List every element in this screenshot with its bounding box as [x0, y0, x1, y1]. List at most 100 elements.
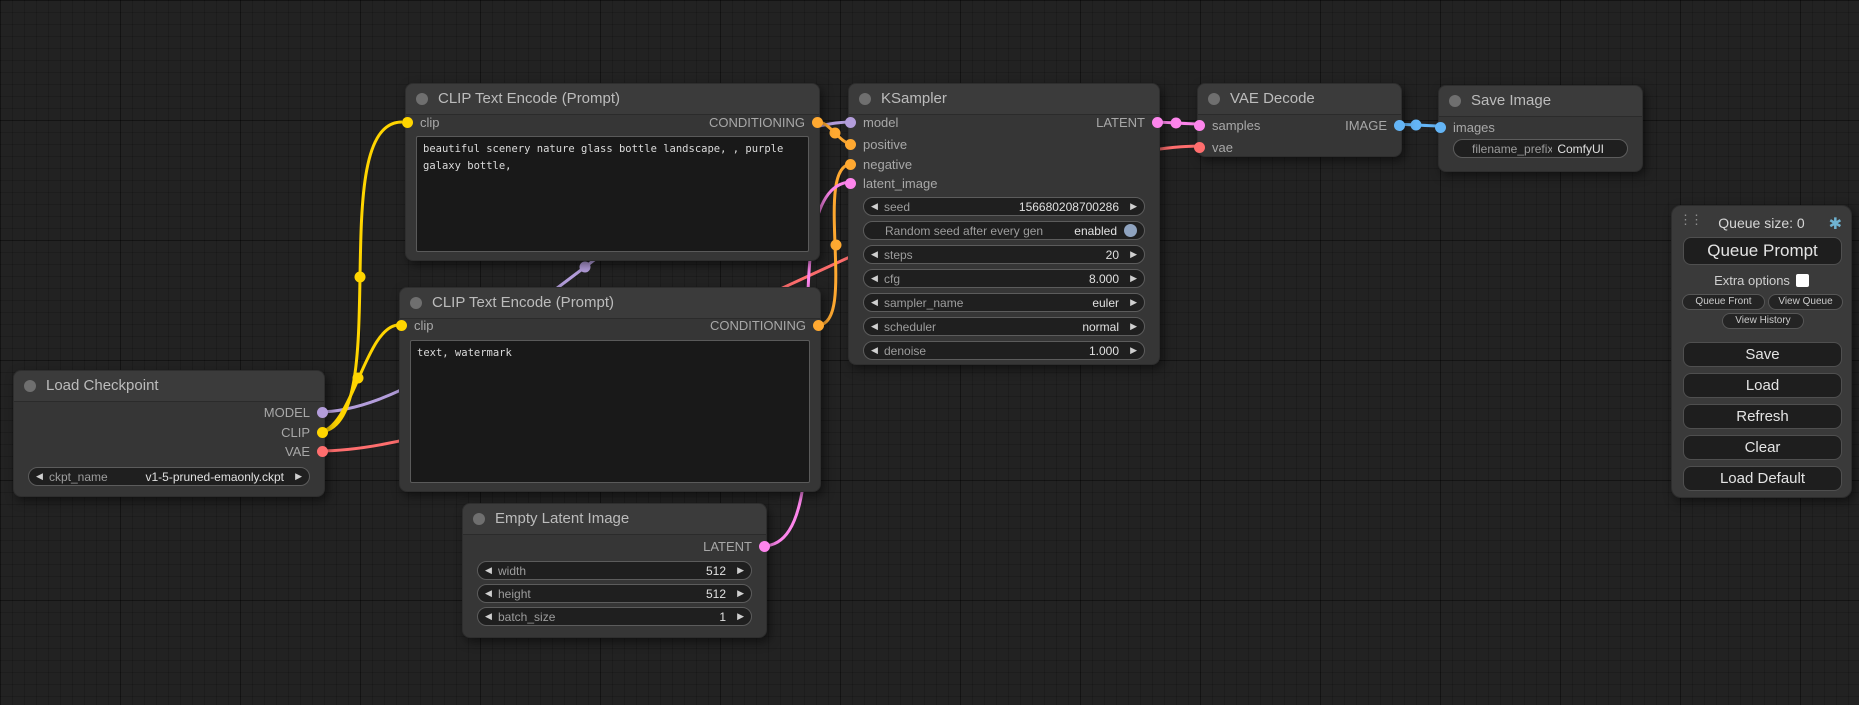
vae-slot-dot[interactable]: [317, 446, 328, 457]
load-default-button[interactable]: Load Default: [1683, 466, 1842, 491]
queue-prompt-button[interactable]: Queue Prompt: [1683, 237, 1842, 265]
collapse-dot-icon[interactable]: [859, 93, 871, 105]
input-slot-vae[interactable]: vae: [1194, 140, 1233, 156]
model-slot-dot[interactable]: [845, 117, 856, 128]
arrow-right-icon[interactable]: [1124, 245, 1137, 264]
output-slot-image[interactable]: IMAGE: [1345, 118, 1405, 134]
denoise-number-widget[interactable]: denoise 1.000: [863, 341, 1145, 360]
output-slot-model[interactable]: MODEL: [264, 405, 328, 421]
conditioning-slot-dot[interactable]: [813, 320, 824, 331]
scheduler-combo[interactable]: scheduler normal: [863, 317, 1145, 336]
cfg-number-widget[interactable]: cfg 8.000: [863, 269, 1145, 288]
clip-slot-dot[interactable]: [402, 117, 413, 128]
output-slot-latent[interactable]: LATENT: [1096, 115, 1163, 131]
view-queue-button[interactable]: View Queue: [1768, 294, 1843, 310]
input-slot-model[interactable]: model: [845, 115, 898, 131]
node-titlebar[interactable]: CLIP Text Encode (Prompt): [406, 84, 819, 115]
latent-slot-dot[interactable]: [1194, 120, 1205, 131]
node-ksampler[interactable]: KSampler model positive negative latent_…: [845, 83, 1163, 365]
clip-slot-dot[interactable]: [317, 427, 328, 438]
arrow-left-icon[interactable]: [485, 607, 498, 626]
vae-slot-dot[interactable]: [1194, 142, 1205, 153]
sampler-name-combo[interactable]: sampler_name euler: [863, 293, 1145, 312]
clip-slot-dot[interactable]: [396, 320, 407, 331]
output-slot-conditioning[interactable]: CONDITIONING: [710, 318, 824, 334]
gear-icon[interactable]: [1829, 214, 1842, 234]
node-titlebar[interactable]: Save Image: [1439, 86, 1642, 117]
output-slot-clip[interactable]: CLIP: [281, 425, 328, 441]
collapse-dot-icon[interactable]: [1208, 93, 1220, 105]
node-load-checkpoint[interactable]: Load Checkpoint MODEL CLIP VAE ckpt_name…: [13, 370, 328, 497]
extra-options-checkbox[interactable]: [1795, 274, 1809, 287]
arrow-right-icon[interactable]: [1124, 293, 1137, 312]
width-number-widget[interactable]: width 512: [477, 561, 752, 580]
input-slot-latent-image[interactable]: latent_image: [845, 176, 937, 192]
node-vae-decode[interactable]: VAE Decode samples vae IMAGE: [1194, 83, 1405, 157]
arrow-right-icon[interactable]: [731, 584, 744, 603]
collapse-dot-icon[interactable]: [473, 513, 485, 525]
queue-front-button[interactable]: Queue Front: [1682, 294, 1765, 310]
conditioning-slot-dot[interactable]: [845, 139, 856, 150]
load-button[interactable]: Load: [1683, 373, 1842, 398]
arrow-right-icon[interactable]: [289, 467, 302, 486]
node-titlebar[interactable]: CLIP Text Encode (Prompt): [400, 288, 820, 319]
input-slot-clip[interactable]: clip: [396, 318, 434, 334]
input-slot-negative[interactable]: negative: [845, 157, 912, 173]
node-save-image[interactable]: Save Image images filename_prefix ComfyU…: [1435, 85, 1643, 172]
output-slot-conditioning[interactable]: CONDITIONING: [709, 115, 823, 131]
latent-slot-dot[interactable]: [845, 178, 856, 189]
filename-prefix-widget[interactable]: filename_prefix ComfyUI: [1453, 139, 1628, 158]
node-titlebar[interactable]: VAE Decode: [1198, 84, 1401, 115]
arrow-left-icon[interactable]: [871, 197, 884, 216]
steps-number-widget[interactable]: steps 20: [863, 245, 1145, 264]
arrow-right-icon[interactable]: [731, 561, 744, 580]
input-slot-clip[interactable]: clip: [402, 115, 440, 131]
random-seed-toggle-widget[interactable]: Random seed after every gen enabled: [863, 221, 1145, 240]
node-empty-latent-image[interactable]: Empty Latent Image LATENT width 512 heig…: [462, 503, 770, 638]
arrow-left-icon[interactable]: [485, 584, 498, 603]
arrow-left-icon[interactable]: [871, 341, 884, 360]
model-slot-dot[interactable]: [317, 407, 328, 418]
arrow-right-icon[interactable]: [1124, 341, 1137, 360]
output-slot-latent[interactable]: LATENT: [703, 539, 770, 555]
save-button[interactable]: Save: [1683, 342, 1842, 367]
node-clip-text-encode-positive[interactable]: CLIP Text Encode (Prompt) clip CONDITION…: [402, 83, 823, 261]
conditioning-slot-dot[interactable]: [812, 117, 823, 128]
latent-slot-dot[interactable]: [759, 541, 770, 552]
input-slot-images[interactable]: images: [1435, 120, 1495, 136]
positive-prompt-textarea[interactable]: beautiful scenery nature glass bottle la…: [416, 136, 809, 252]
view-history-button[interactable]: View History: [1722, 313, 1804, 329]
arrow-left-icon[interactable]: [485, 561, 498, 580]
clear-button[interactable]: Clear: [1683, 435, 1842, 460]
conditioning-slot-dot[interactable]: [845, 159, 856, 170]
arrow-left-icon[interactable]: [871, 293, 884, 312]
collapse-dot-icon[interactable]: [410, 297, 422, 309]
node-titlebar[interactable]: KSampler: [849, 84, 1159, 115]
arrow-right-icon[interactable]: [1124, 269, 1137, 288]
input-slot-positive[interactable]: positive: [845, 137, 907, 153]
latent-slot-dot[interactable]: [1152, 117, 1163, 128]
arrow-right-icon[interactable]: [731, 607, 744, 626]
node-titlebar[interactable]: Empty Latent Image: [463, 504, 766, 535]
arrow-left-icon[interactable]: [871, 245, 884, 264]
arrow-left-icon[interactable]: [36, 467, 49, 486]
seed-number-widget[interactable]: seed 156680208700286: [863, 197, 1145, 216]
negative-prompt-textarea[interactable]: text, watermark: [410, 340, 810, 483]
arrow-right-icon[interactable]: [1124, 317, 1137, 336]
arrow-left-icon[interactable]: [871, 269, 884, 288]
collapse-dot-icon[interactable]: [416, 93, 428, 105]
image-slot-dot[interactable]: [1394, 120, 1405, 131]
image-slot-dot[interactable]: [1435, 122, 1446, 133]
batch-size-number-widget[interactable]: batch_size 1: [477, 607, 752, 626]
node-titlebar[interactable]: Load Checkpoint: [14, 371, 324, 402]
arrow-left-icon[interactable]: [871, 317, 884, 336]
refresh-button[interactable]: Refresh: [1683, 404, 1842, 429]
collapse-dot-icon[interactable]: [24, 380, 36, 392]
input-slot-samples[interactable]: samples: [1194, 118, 1260, 134]
ckpt-name-combo[interactable]: ckpt_name v1-5-pruned-emaonly.ckpt: [28, 467, 310, 486]
height-number-widget[interactable]: height 512: [477, 584, 752, 603]
arrow-right-icon[interactable]: [1124, 197, 1137, 216]
toggle-dot[interactable]: [1124, 224, 1137, 237]
node-clip-text-encode-negative[interactable]: CLIP Text Encode (Prompt) clip CONDITION…: [396, 287, 824, 492]
